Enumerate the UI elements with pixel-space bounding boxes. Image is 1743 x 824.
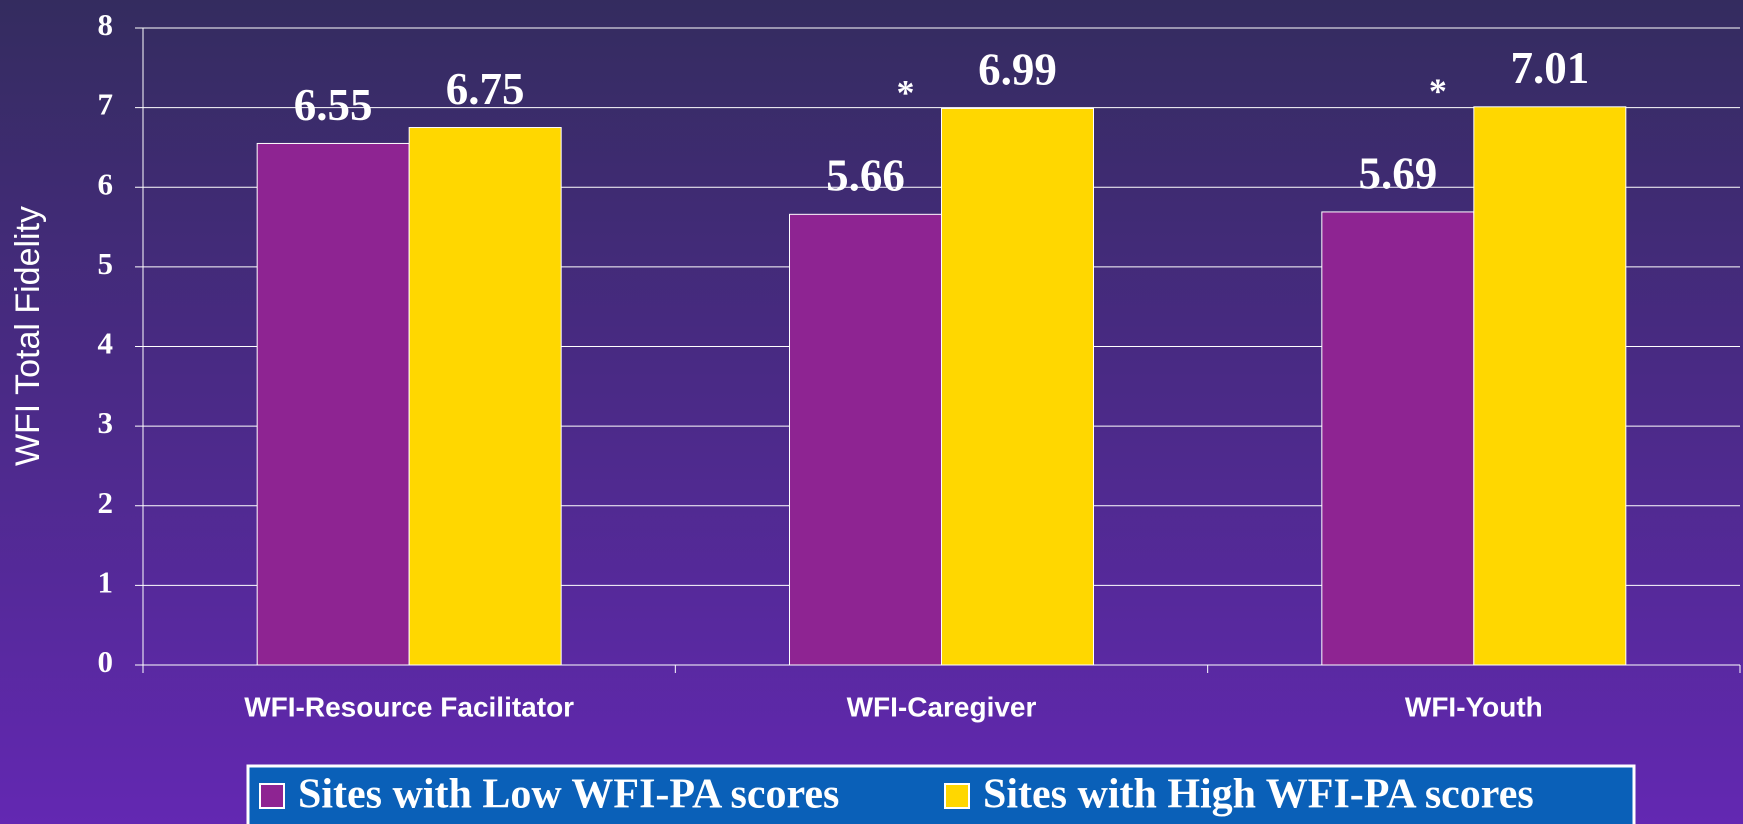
data-label: 6.55	[294, 80, 373, 130]
data-label: 6.75	[446, 64, 525, 114]
significance-marker: *	[1429, 71, 1447, 111]
y-tick-label: 3	[98, 405, 114, 440]
x-tick-label: WFI-Resource Facilitator	[244, 691, 574, 722]
legend-swatch	[259, 783, 285, 809]
x-tick-label: WFI-Youth	[1405, 691, 1543, 722]
y-tick-label: 0	[98, 644, 114, 679]
bar	[408, 127, 562, 666]
legend-label: Sites with Low WFI-PA scores	[298, 772, 839, 818]
legend-box	[246, 764, 1636, 824]
bar	[1321, 211, 1475, 666]
bar	[1473, 106, 1627, 666]
y-tick-label: 7	[98, 87, 114, 122]
data-label: 5.69	[1358, 148, 1437, 198]
bar	[256, 142, 410, 666]
y-tick-label: 6	[98, 166, 114, 201]
bar	[789, 213, 942, 666]
significance-marker: *	[897, 73, 915, 113]
legend: Sites with Low WFI-PA scores Sites with H…	[246, 764, 1636, 824]
y-axis-label: WFI Total Fidelity	[9, 206, 47, 466]
legend-label: Sites with High WFI-PA scores	[983, 772, 1534, 818]
legend-swatch	[944, 783, 970, 809]
y-tick-label: 5	[98, 246, 114, 281]
data-label: 5.66	[826, 151, 905, 201]
y-tick-label: 4	[98, 326, 114, 361]
y-tick-label: 8	[98, 7, 114, 42]
data-label: 7.01	[1510, 43, 1589, 93]
data-label: 6.99	[978, 45, 1057, 95]
y-tick-label: 2	[98, 485, 114, 520]
y-tick-label: 1	[98, 564, 114, 599]
x-tick-label: WFI-Caregiver	[847, 691, 1037, 722]
bar	[941, 107, 1094, 666]
